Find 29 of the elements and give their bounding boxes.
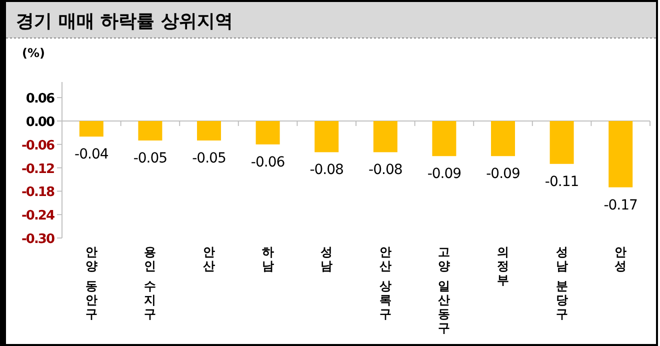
chart-title: 경기 매매 하락률 상위지역 xyxy=(16,11,233,32)
data-label: -0.17 xyxy=(604,197,638,214)
y-tick-label: 0.00 xyxy=(26,115,55,130)
x-tick-label: 하남 xyxy=(262,245,274,273)
x-tick-label: 안산 상록구 xyxy=(378,245,392,321)
data-label: -0.08 xyxy=(368,162,402,178)
y-tick-label: -0.06 xyxy=(22,138,55,154)
x-tick-label: 의정부 xyxy=(497,245,509,287)
data-label: -0.04 xyxy=(74,146,109,163)
x-tick-label: 용인 수지구 xyxy=(144,245,156,321)
x-tick-label: 고양 일산동구 xyxy=(438,245,450,335)
y-tick-label: -0.30 xyxy=(22,232,55,247)
data-label: -0.06 xyxy=(250,154,286,170)
x-tick-label: 안산 xyxy=(203,245,215,273)
x-tick-label: 안성 xyxy=(614,245,627,273)
y-tick-label: 0.06 xyxy=(26,92,55,107)
y-axis-title: (%) xyxy=(22,46,45,60)
data-label: -0.05 xyxy=(133,150,168,166)
data-label: -0.05 xyxy=(192,150,226,166)
x-tick-label: 성남 xyxy=(320,245,333,273)
y-tick-label: -0.18 xyxy=(22,185,55,200)
x-tick-label: 안양 동안구 xyxy=(85,245,98,321)
data-label: -0.11 xyxy=(544,174,579,190)
x-tick-label: 성남 분당구 xyxy=(556,245,568,321)
data-label: -0.09 xyxy=(486,166,520,182)
y-tick-label: -0.12 xyxy=(22,162,54,177)
data-label: -0.09 xyxy=(427,166,462,182)
y-tick-label: -0.24 xyxy=(22,208,55,224)
data-label: -0.08 xyxy=(310,162,344,178)
